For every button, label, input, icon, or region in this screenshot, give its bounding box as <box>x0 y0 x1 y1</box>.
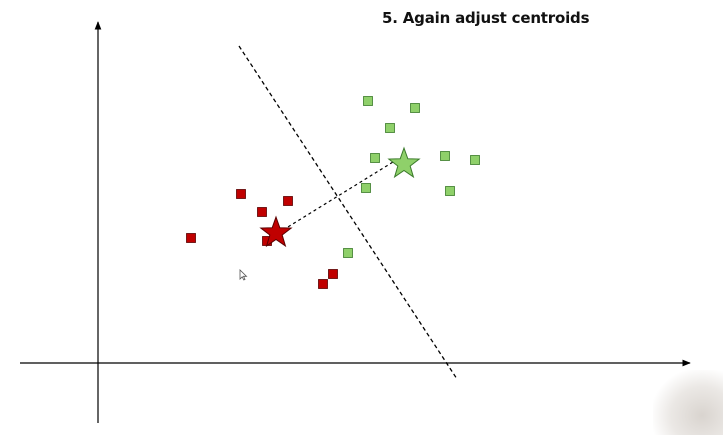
cursor-icon <box>239 269 248 281</box>
data-point-green-13 <box>361 183 371 193</box>
data-point-green-15 <box>343 248 353 258</box>
data-point-green-11 <box>440 151 450 161</box>
data-point-green-8 <box>410 103 420 113</box>
centroids <box>259 146 421 248</box>
data-point-green-12 <box>470 155 480 165</box>
decision-boundary-line <box>238 45 458 380</box>
data-point-green-14 <box>445 186 455 196</box>
centroid-star-green <box>387 146 421 179</box>
data-point-red-0 <box>186 233 196 243</box>
data-point-red-6 <box>318 279 328 289</box>
data-point-red-3 <box>283 196 293 206</box>
data-point-green-9 <box>385 123 395 133</box>
data-point-red-2 <box>257 207 267 217</box>
centroid-star-red <box>259 215 293 248</box>
data-point-green-10 <box>370 153 380 163</box>
corner-smudge <box>653 370 723 435</box>
data-points <box>186 96 480 289</box>
data-point-red-5 <box>328 269 338 279</box>
data-point-red-1 <box>236 189 246 199</box>
data-point-green-7 <box>363 96 373 106</box>
centroid-connector-line <box>282 161 394 231</box>
slide-title: 5. Again adjust centroids <box>382 9 590 27</box>
